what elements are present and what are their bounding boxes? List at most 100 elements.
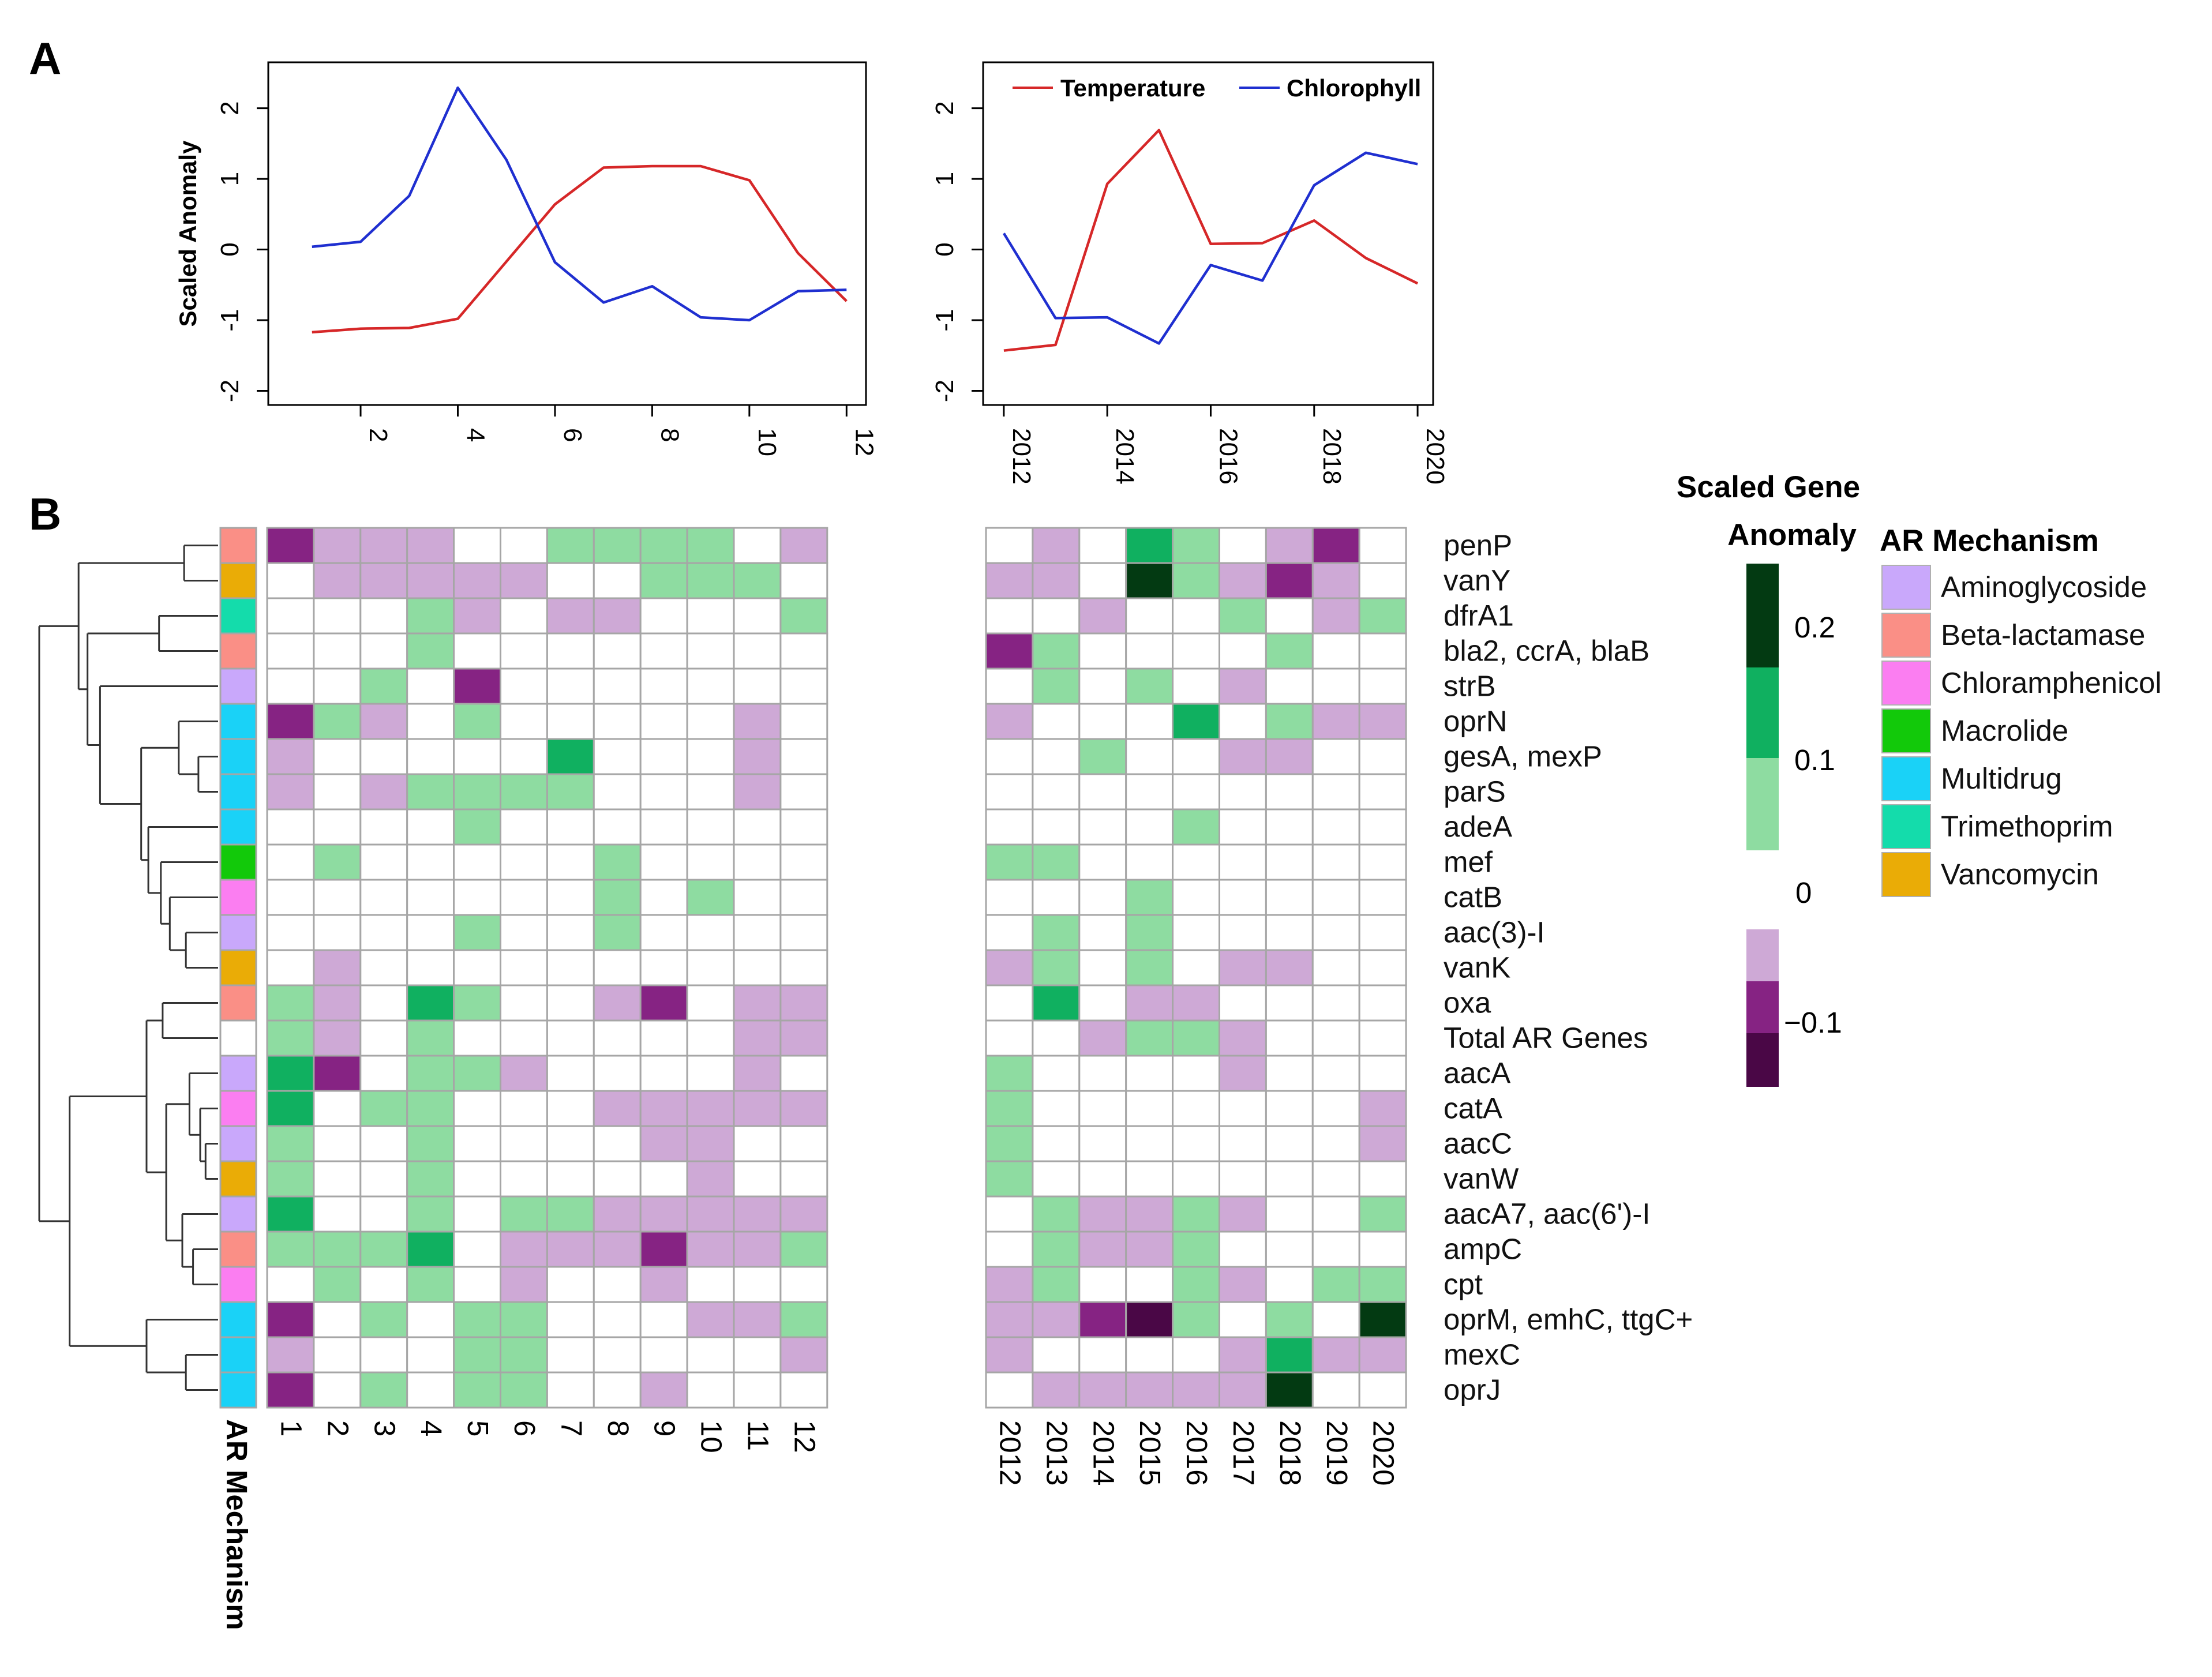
heat-cell-month	[453, 1125, 501, 1162]
heat-cell-year	[985, 1266, 1034, 1303]
heat-cell-year	[1265, 879, 1314, 916]
gene-label: oxa	[1444, 986, 1491, 1019]
heat-cell-month	[359, 1160, 408, 1198]
heat-cell-month	[686, 1160, 735, 1198]
heat-cell-month	[593, 949, 642, 986]
heat-cell-year	[1265, 632, 1314, 670]
heat-cell-month	[406, 1019, 455, 1057]
heat-cell-year	[1358, 1195, 1407, 1233]
heat-cell-year	[1358, 773, 1407, 811]
heat-cell-year	[1032, 1230, 1081, 1268]
scale-legend-title-line2: Anomaly	[1727, 518, 1857, 552]
heat-cell-month	[546, 879, 595, 916]
heat-cell-month	[686, 843, 735, 881]
heat-cell-month	[313, 527, 362, 564]
gene-label: strB	[1444, 670, 1496, 703]
mechanism-cell	[219, 1301, 257, 1338]
heat-cell-year	[1172, 1019, 1220, 1057]
heat-cell-month	[266, 703, 315, 740]
heat-cell-month	[313, 1371, 362, 1409]
col-label-year: 2020	[1367, 1420, 1400, 1485]
heat-cell-month	[779, 1301, 828, 1338]
heat-cell-month	[500, 1125, 548, 1162]
heat-cell-year	[1219, 562, 1267, 599]
y-tick-label: -1	[216, 309, 244, 331]
heat-cell-year	[1358, 667, 1407, 705]
heat-cell-month	[266, 1266, 315, 1303]
heat-cell-year	[1311, 1019, 1360, 1057]
mechanism-legend-title: AR Mechanism	[1880, 524, 2099, 558]
heat-cell-year	[1078, 1055, 1127, 1092]
heat-cell-year	[1265, 984, 1314, 1022]
heat-cell-year	[1311, 1371, 1360, 1409]
scale-swatch-mid-negative	[1746, 981, 1779, 1033]
heat-cell-year	[1125, 879, 1174, 916]
heat-cell-month	[779, 1336, 828, 1374]
mechanism-cell	[219, 738, 257, 775]
heat-cell-month	[593, 1125, 642, 1162]
heat-cell-month	[639, 1090, 688, 1127]
mechanism-cell	[219, 843, 257, 881]
heat-cell-year	[985, 632, 1034, 670]
heat-cell-year	[1265, 562, 1314, 599]
heat-cell-year	[985, 667, 1034, 705]
legend-label-multidrug: Multidrug	[1941, 762, 2062, 795]
heat-cell-year	[1032, 843, 1081, 881]
heat-cell-month	[500, 738, 548, 775]
heat-cell-month	[733, 527, 782, 564]
heat-cell-month	[779, 527, 828, 564]
heat-cell-year	[1078, 1019, 1127, 1057]
heat-cell-year	[1032, 1301, 1081, 1338]
gene-label: vanY	[1444, 564, 1510, 597]
mechanism-cell	[219, 773, 257, 811]
heat-cell-year	[1265, 1371, 1314, 1409]
heat-cell-month	[733, 1336, 782, 1374]
heat-cell-month	[406, 562, 455, 599]
heat-cell-month	[686, 1266, 735, 1303]
heat-cell-year	[1078, 703, 1127, 740]
heat-cell-year	[1032, 1160, 1081, 1198]
heat-cell-year	[1125, 1336, 1174, 1374]
heat-cell-year	[1172, 632, 1220, 670]
heat-cell-month	[639, 597, 688, 635]
heat-cell-month	[453, 703, 501, 740]
heat-cell-year	[1311, 843, 1360, 881]
heat-cell-month	[266, 562, 315, 599]
heat-cell-month	[313, 1266, 362, 1303]
heat-cell-month	[313, 1019, 362, 1057]
mechanism-cell	[219, 1336, 257, 1374]
gene-label: aacA7, aac(6')-I	[1444, 1198, 1650, 1230]
heat-cell-year	[1311, 667, 1360, 705]
heat-cell-year	[1358, 949, 1407, 986]
heat-cell-year	[1219, 1301, 1267, 1338]
heat-cell-year	[1032, 1055, 1081, 1092]
heat-cell-year	[1219, 597, 1267, 635]
heat-cell-month	[359, 808, 408, 846]
heat-cell-month	[779, 773, 828, 811]
heat-cell-month	[453, 1371, 501, 1409]
heat-cell-month	[406, 1266, 455, 1303]
heat-cell-month	[453, 1090, 501, 1127]
heat-cell-month	[686, 984, 735, 1022]
mechanism-cell	[219, 984, 257, 1022]
scale-label-0-1: 0.1	[1794, 744, 1835, 776]
heat-cell-year	[1172, 1055, 1220, 1092]
heat-cell-month	[639, 1266, 688, 1303]
col-label-month: 8	[602, 1420, 635, 1436]
heat-cell-month	[500, 1230, 548, 1268]
heat-cell-month	[546, 843, 595, 881]
heat-cell-month	[593, 1055, 642, 1092]
heat-cell-month	[500, 1336, 548, 1374]
heat-cell-month	[453, 1055, 501, 1092]
heat-cell-month	[593, 1090, 642, 1127]
mechanism-cell	[219, 1160, 257, 1198]
heat-cell-month	[406, 667, 455, 705]
heat-cell-year	[985, 1055, 1034, 1092]
annual-heatmap: 2012 2013 2014 2015 2016 2017 2018 2019 2020	[985, 527, 1407, 1485]
heat-cell-year	[1078, 1195, 1127, 1233]
mechanism-cell	[219, 1055, 257, 1092]
gene-label: aacA	[1444, 1057, 1510, 1090]
heat-cell-month	[266, 738, 315, 775]
x-tick-label: 4	[461, 428, 489, 442]
heat-cell-year	[1125, 1090, 1174, 1127]
